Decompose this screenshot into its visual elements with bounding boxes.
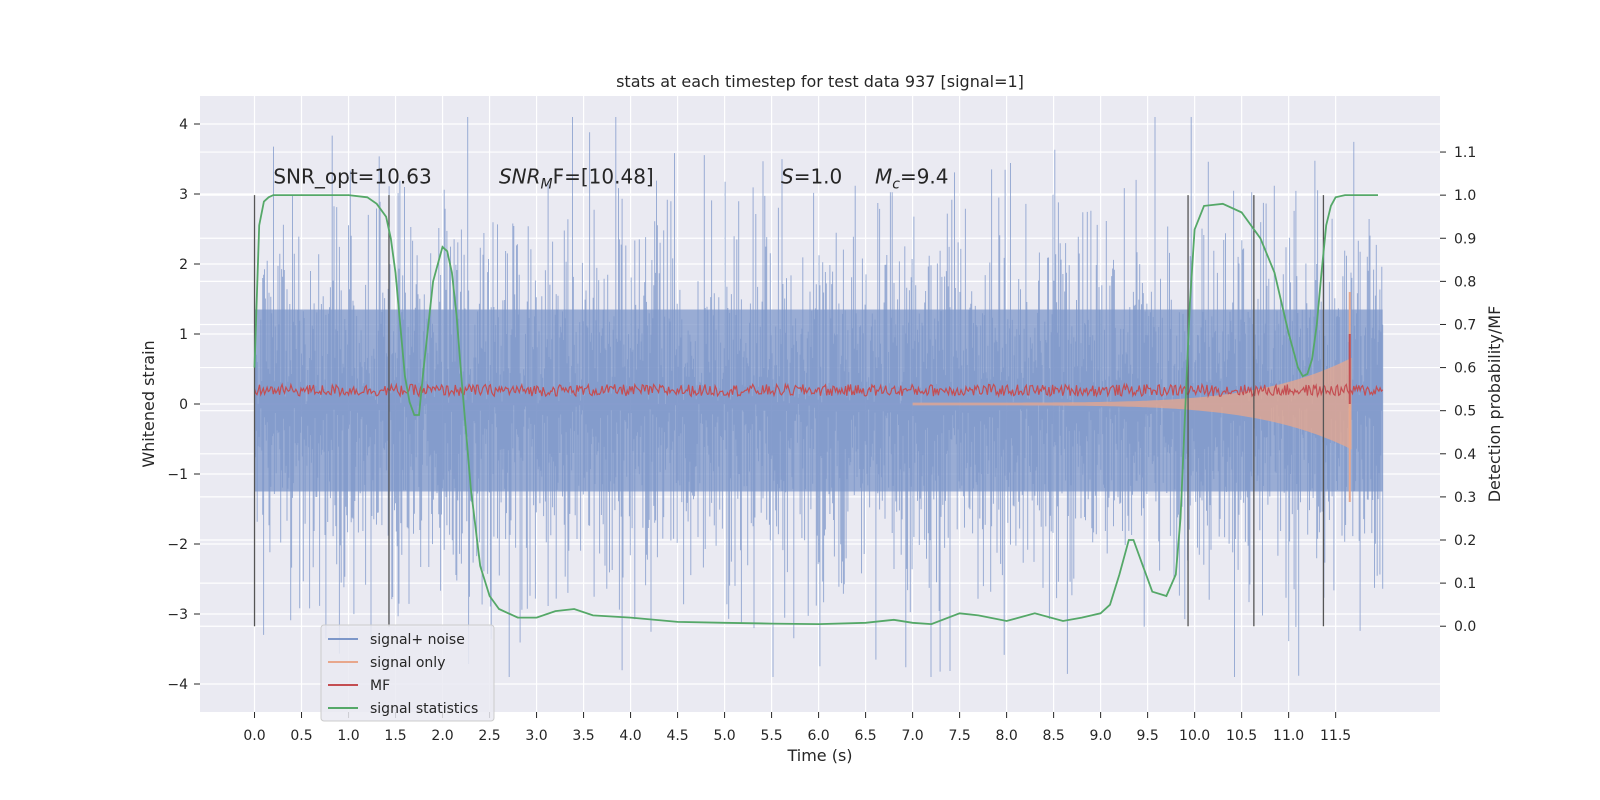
y-right-tick-label: 0.8 [1454,274,1476,290]
x-tick-label: 5.0 [713,728,735,744]
x-axis-label: Time (s) [786,746,852,765]
legend-label-signal-noise: signal+ noise [370,632,465,648]
mf-line [253,382,1384,399]
annotation-main: S [781,165,794,189]
annotation-snr-mf: SNRMF=[10.48] [499,165,654,193]
annotation-subscript: M [541,177,553,193]
x-tick-label: 0.5 [290,728,312,744]
y-right-tick-label: 0.9 [1454,231,1476,247]
y-right-tick-label: 0.7 [1454,317,1476,333]
signal-statistics-series [253,194,1378,626]
y-axis-label-right: Detection probability/MF [1485,306,1504,503]
x-tick-label: 0.0 [243,728,265,744]
x-tick-label: 4.0 [619,728,641,744]
x-tick-label: 1.0 [337,728,359,744]
y-left-tick-label: −2 [167,537,188,553]
y-right-tick-label: 0.2 [1454,533,1476,549]
x-tick-label: 7.5 [948,728,970,744]
chart-title: stats at each timestep for test data 937… [616,72,1024,91]
x-tick-label: 11.0 [1273,728,1304,744]
x-tick-label: 3.0 [525,728,547,744]
x-tick-label: 5.5 [760,728,782,744]
annotation-suffix: F=[10.48] [553,165,654,189]
signal-only-envelope [912,357,1352,450]
y-right-tick-label: 0.1 [1454,576,1476,592]
signal-statistics-line [253,194,1378,626]
x-tick-label: 10.5 [1226,728,1257,744]
annotation-subscript: c [892,177,900,193]
y-left-tick-label: −1 [167,467,188,483]
x-tick-label: 1.5 [384,728,406,744]
annotation-main: SNR_opt=10.63 [273,165,431,189]
y-left-tick-label: 4 [179,117,188,133]
x-tick-label: 10.0 [1179,728,1210,744]
x-tick-label: 9.5 [1136,728,1158,744]
x-tick-label: 6.5 [854,728,876,744]
y-right-tick-label: 0.6 [1454,361,1476,377]
annotations: SNR_opt=10.63 SNRMF=[10.48] S=1.0 Mc=9.4 [273,165,948,193]
annotation-suffix: =9.4 [900,165,949,189]
y-axis-label-left: Whitened strain [139,340,158,467]
y-left-tick-label: −4 [167,677,188,693]
x-tick-label: 2.0 [431,728,453,744]
x-tick-label: 11.5 [1320,728,1351,744]
y-right-tick-label: 0.5 [1454,404,1476,420]
annotation-s-value: S=1.0 [781,165,842,189]
y-left-tick-label: 3 [179,187,188,203]
y-right-tick-label: 1.1 [1454,145,1476,161]
y-left-tick-label: 2 [179,257,188,273]
y-left-tick-label: −3 [167,607,188,623]
x-tick-label: 3.5 [572,728,594,744]
x-tick-label: 7.0 [901,728,923,744]
annotation-main: SNR [499,165,541,189]
x-tick-label: 6.0 [807,728,829,744]
y-left-tick-label: 0 [179,397,188,413]
mf-series [253,334,1384,404]
y-right-tick-label: 0.4 [1454,447,1476,463]
legend: signal+ noise signal only MF signal stat… [320,624,495,722]
legend-label-signal-statistics: signal statistics [370,701,478,717]
y-right-tick-label: 0.3 [1454,490,1476,506]
y-right-tick-label: 1.0 [1454,188,1476,204]
legend-label-mf: MF [370,678,390,694]
annotation-suffix: =1.0 [794,165,843,189]
y-left-tick-label: 1 [179,327,188,343]
tick-labels: 0.0 0.5 1.0 1.5 2.0 2.5 3.0 3.5 4.0 4.5 5.0 5.5 6.0 6… [167,117,1476,744]
annotation-snr-opt: SNR_opt=10.63 [273,165,431,189]
x-tick-label: 4.5 [666,728,688,744]
x-tick-label: 8.0 [995,728,1017,744]
x-tick-label: 2.5 [478,728,500,744]
legend-box [320,624,495,722]
annotation-main: M [875,165,892,189]
legend-label-signal-only: signal only [370,655,445,671]
annotation-mc-value: Mc=9.4 [875,165,949,193]
y-right-tick-label: 0.0 [1454,619,1476,635]
x-tick-label: 9.0 [1089,728,1111,744]
x-tick-label: 8.5 [1042,728,1064,744]
vertical-markers [253,195,1325,627]
